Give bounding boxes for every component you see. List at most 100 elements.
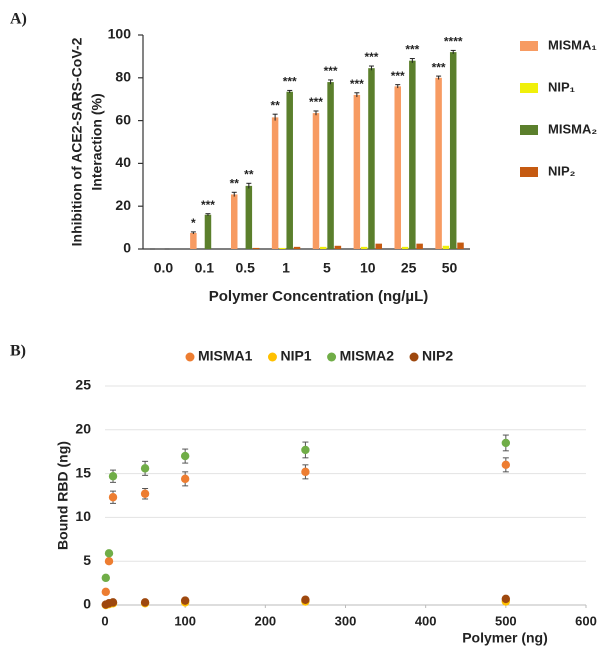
significance-label: **** [444, 35, 463, 49]
x-axis-label: Polymer (ng) [462, 630, 548, 646]
bar [353, 94, 361, 249]
significance-label: * [191, 216, 196, 230]
legend-label: NIP1 [280, 348, 311, 364]
y-tick-label: 80 [115, 69, 131, 85]
x-tick-label: 0.1 [195, 260, 215, 276]
point [301, 445, 310, 455]
y-tick-label: 5 [83, 552, 91, 568]
bar [401, 246, 409, 249]
bar [375, 243, 383, 249]
point [501, 438, 511, 448]
x-tick-label: 600 [575, 613, 597, 628]
y-axis-label: Bound RBD (ng) [55, 441, 71, 550]
legend-swatch [520, 167, 538, 177]
x-tick-label: 10 [360, 260, 376, 276]
point [101, 573, 111, 583]
point [501, 460, 511, 470]
significance-label: ** [270, 98, 280, 112]
point [101, 587, 111, 597]
y-tick-label: 20 [115, 197, 131, 213]
significance-label: *** [432, 60, 446, 74]
panel-label: A) [10, 11, 27, 28]
y-tick-label: 25 [75, 377, 91, 393]
significance-label: *** [201, 198, 215, 212]
y-tick-label: 15 [75, 464, 91, 480]
significance-label: *** [391, 69, 405, 83]
x-tick-label: 50 [442, 260, 458, 276]
bar [271, 117, 279, 249]
significance-label: ** [230, 176, 240, 190]
bar [360, 246, 368, 249]
legend-label: MISMA₂ [548, 121, 597, 136]
y-axis-label: Inhibition of ACE2-SARS-CoV-2 [69, 37, 85, 246]
x-tick-label: 0 [101, 613, 108, 628]
point [140, 489, 150, 498]
significance-label: *** [309, 95, 323, 109]
bar [293, 246, 301, 249]
bar [334, 245, 342, 249]
legend-label: NIP2 [422, 348, 453, 364]
legend-swatch [520, 125, 538, 135]
point [180, 596, 190, 605]
significance-label: *** [350, 77, 364, 91]
bar [416, 243, 423, 249]
x-tick-label: 5 [323, 260, 331, 276]
point [140, 464, 150, 473]
x-tick-label: 1 [282, 260, 290, 276]
legend-marker [327, 352, 337, 362]
bar [230, 194, 238, 249]
y-tick-label: 0 [83, 596, 91, 612]
bar [245, 185, 253, 249]
x-tick-label: 25 [401, 260, 417, 276]
bar [394, 86, 401, 249]
bar [409, 60, 416, 250]
bar [449, 52, 457, 250]
x-tick-label: 200 [254, 613, 276, 628]
x-tick-label: 300 [335, 613, 357, 628]
point [108, 472, 118, 481]
bar [190, 232, 197, 249]
legend-label: MISMA₁ [548, 37, 597, 52]
x-tick-label: 100 [174, 613, 196, 628]
point [180, 474, 190, 484]
significance-label: *** [283, 75, 297, 89]
legend-label: NIP₁ [548, 79, 575, 94]
significance-label: *** [405, 43, 419, 57]
x-tick-label: 0.0 [154, 260, 174, 276]
legend-swatch [520, 41, 538, 51]
x-tick-label: 0.5 [235, 260, 255, 276]
point [301, 595, 310, 604]
legend-swatch [520, 83, 538, 93]
y-tick-label: 20 [75, 421, 91, 437]
bar [457, 242, 464, 249]
bar [435, 77, 442, 249]
point [104, 557, 114, 566]
bar [279, 247, 286, 249]
x-tick-label: 400 [415, 613, 437, 628]
bar [252, 247, 260, 249]
y-tick-label: 60 [115, 111, 131, 127]
bar [442, 245, 450, 249]
legend-label: MISMA2 [340, 348, 395, 364]
legend-marker [267, 352, 277, 362]
point [301, 467, 310, 477]
significance-label: *** [364, 50, 378, 64]
bar [320, 246, 327, 249]
point [180, 451, 190, 461]
significance-label: ** [244, 167, 254, 181]
bar [327, 82, 334, 249]
legend-label: NIP₂ [548, 163, 576, 178]
y-tick-label: 100 [108, 26, 132, 42]
significance-label: *** [324, 64, 338, 78]
point [501, 594, 511, 604]
x-axis-label: Polymer Concentration (ng/µL) [209, 288, 429, 305]
point [108, 493, 118, 502]
x-tick-label: 500 [495, 613, 517, 628]
bar [368, 68, 375, 249]
point [140, 598, 150, 607]
legend-marker [409, 352, 419, 362]
point [108, 598, 118, 607]
bar [312, 113, 320, 249]
legend-marker [185, 352, 195, 362]
